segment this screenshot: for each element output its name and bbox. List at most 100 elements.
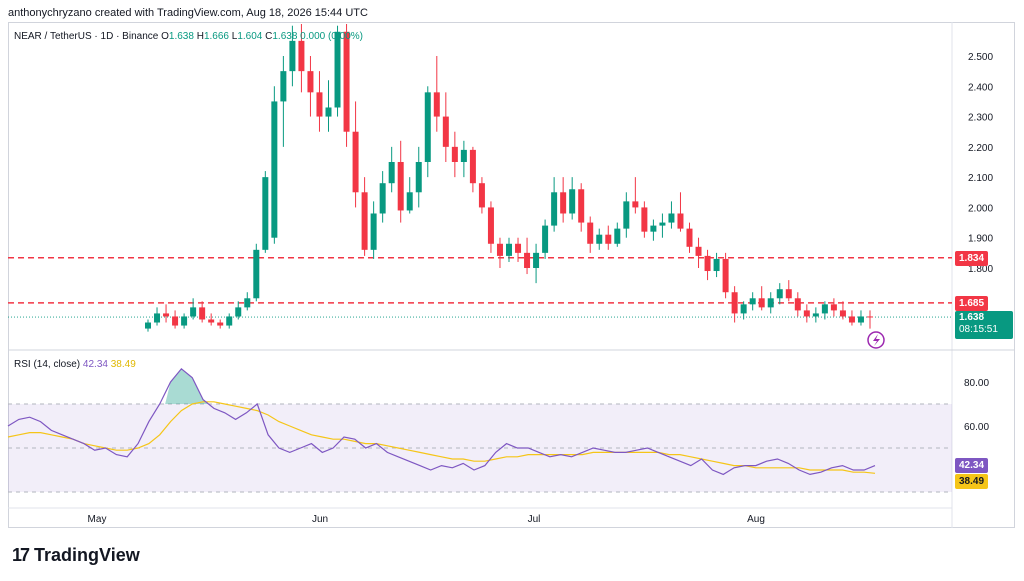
candle (677, 192, 684, 232)
rsi-tick-label: 60.00 (964, 422, 989, 433)
rsi-axis: 80.00 60.00 (964, 378, 989, 433)
open-label: O (161, 31, 169, 42)
candle (686, 222, 693, 253)
candle (460, 140, 467, 178)
candle (217, 319, 224, 329)
candle (433, 56, 440, 132)
symbol-title: NEAR / TetherUS · 1D · Binance (14, 31, 159, 42)
last-price-tag: 1.638 08:15:51 (955, 311, 1013, 339)
candle (325, 80, 332, 132)
candle (867, 310, 873, 329)
tradingview-logo: 17 TradingView (12, 545, 140, 566)
candle (830, 298, 837, 317)
price-tick-label: 1.800 (968, 264, 993, 275)
candle (199, 301, 206, 323)
lightning-icon[interactable] (867, 331, 885, 349)
candle (515, 237, 522, 262)
candle (478, 177, 485, 214)
candle (487, 201, 494, 253)
candle (226, 313, 233, 329)
candle (316, 71, 323, 132)
candle (794, 292, 801, 317)
rsi-legend: RSI (14, close) 42.34 38.49 (14, 359, 136, 370)
rsi-ma-value-tag: 38.49 (955, 474, 989, 489)
candle (334, 25, 341, 117)
candle (253, 243, 260, 302)
time-tick-label: Aug (747, 514, 765, 525)
candle (307, 56, 314, 117)
price-tick-label: 1.900 (968, 234, 993, 245)
candle (343, 24, 350, 147)
time-tick-label: Jul (528, 514, 541, 525)
candle (668, 201, 675, 229)
candle (406, 177, 413, 214)
candle (659, 213, 666, 238)
candle (533, 243, 540, 284)
candle (262, 171, 269, 253)
candle (632, 177, 639, 214)
candle (731, 286, 738, 323)
price-tick-label: 2.100 (968, 173, 993, 184)
low-label: L (231, 31, 238, 42)
candle (605, 225, 612, 250)
candle (370, 201, 377, 259)
price-tick-label: 2.500 (968, 52, 993, 63)
rsi-lines (7, 367, 876, 476)
candle (578, 183, 585, 232)
candle (803, 304, 810, 323)
candle (190, 298, 197, 320)
candle (163, 304, 170, 323)
candle (379, 171, 386, 223)
candle (776, 283, 783, 305)
rsi-ma-legend-value: 38.49 (110, 359, 136, 370)
change-value: 0.000 (0.00%) (300, 31, 363, 42)
candle (524, 237, 531, 275)
candle (388, 146, 395, 193)
candle (397, 140, 404, 223)
time-tick-label: May (88, 514, 107, 525)
candle (767, 292, 774, 314)
rsi-legend-value: 42.34 (82, 359, 108, 370)
candle (596, 228, 603, 250)
candle (812, 307, 819, 323)
candles (145, 24, 873, 332)
candle (280, 56, 287, 147)
price-tick-label: 2.200 (968, 143, 993, 154)
rsi-tick-label: 80.00 (964, 378, 989, 389)
candle (713, 252, 720, 278)
rsi-band (8, 403, 952, 493)
candle (560, 177, 567, 223)
last-price-value: 1.638 (959, 312, 985, 323)
candle (848, 310, 855, 326)
candle (821, 301, 828, 320)
candle (542, 219, 549, 259)
candle (424, 86, 431, 178)
candle (623, 192, 630, 238)
price-tick-label: 2.000 (968, 203, 993, 214)
candle (749, 292, 756, 311)
high-label: H (196, 31, 204, 42)
candle (361, 177, 368, 256)
candle (235, 301, 242, 320)
candle (154, 307, 161, 326)
time-tick-label: Jun (312, 514, 328, 525)
resistance-tag-1: 1.834 (955, 251, 989, 266)
candle (496, 237, 503, 268)
candle (704, 249, 711, 281)
candle (740, 301, 747, 320)
candle (271, 86, 278, 244)
time-axis: May Jun Jul Aug (88, 514, 765, 525)
candle (289, 25, 296, 87)
candle (785, 280, 792, 302)
candle (722, 252, 729, 299)
resistance-tag-2: 1.685 (955, 296, 989, 311)
open-value: 1.638 (168, 31, 194, 42)
candle (451, 131, 458, 178)
price-tick-label: 2.300 (968, 113, 993, 124)
candle (172, 310, 179, 329)
candle (857, 310, 864, 326)
candle (469, 146, 476, 193)
high-value: 1.666 (203, 31, 229, 42)
price-tick-label: 2.400 (968, 82, 993, 93)
